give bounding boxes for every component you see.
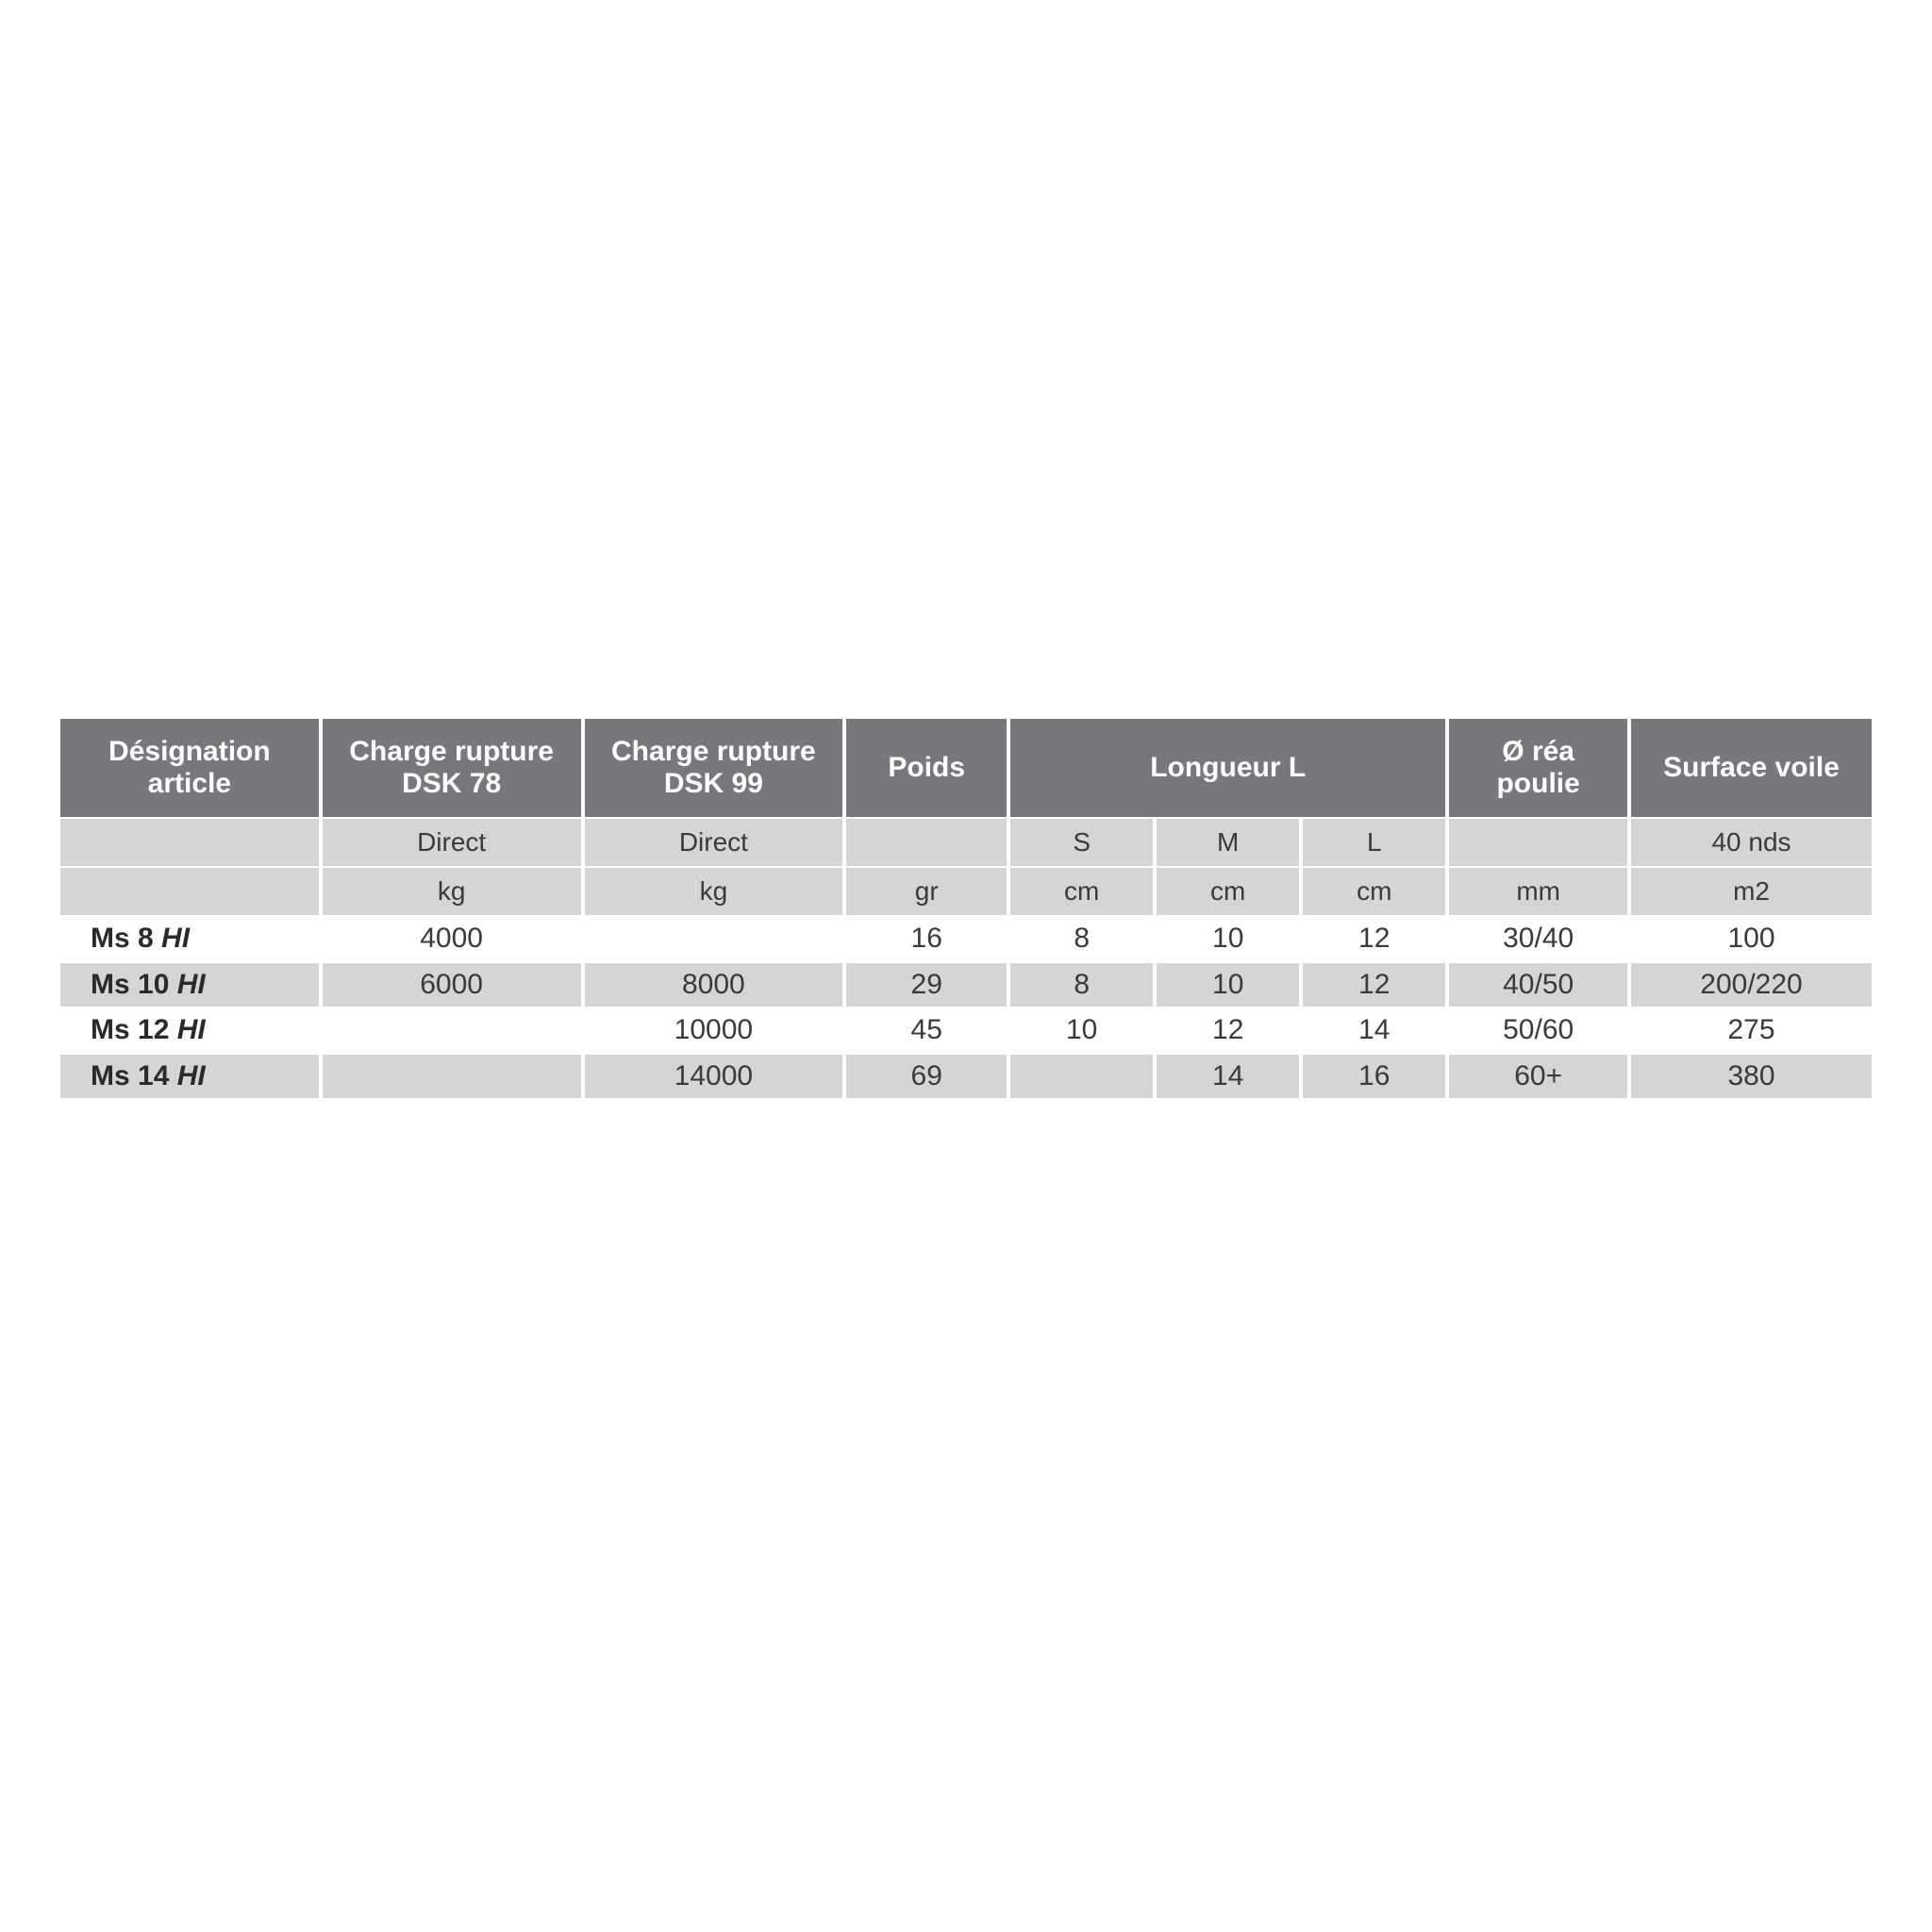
header-row: Désignation article Charge rupture DSK 7… <box>60 719 1872 817</box>
data-cell <box>585 917 843 961</box>
subheader-cell: cm <box>1303 868 1445 915</box>
data-cell: 6000 <box>323 963 581 1008</box>
spec-table: Désignation article Charge rupture DSK 7… <box>57 717 1875 1100</box>
col-rupture-99: Charge rupture DSK 99 <box>585 719 843 817</box>
subheader-cell: S <box>1010 819 1153 866</box>
data-cell: 10000 <box>585 1008 843 1053</box>
subheader-cell <box>60 868 319 915</box>
subheader-cell: kg <box>585 868 843 915</box>
subheader-cell: M <box>1157 819 1299 866</box>
data-cell: 100 <box>1631 917 1872 961</box>
data-cell <box>323 1055 581 1099</box>
subheader-cell: cm <box>1010 868 1153 915</box>
data-cell: 200/220 <box>1631 963 1872 1008</box>
data-cell: 8 <box>1010 963 1153 1008</box>
data-cell: 14 <box>1157 1055 1299 1099</box>
data-cell: 4000 <box>323 917 581 961</box>
data-cell: 29 <box>846 963 1007 1008</box>
data-cell: 10 <box>1157 917 1299 961</box>
col-longueur: Longueur L <box>1010 719 1445 817</box>
data-cell: 12 <box>1303 963 1445 1008</box>
data-cell: 16 <box>846 917 1007 961</box>
article-name: Ms 8 HI <box>60 917 319 961</box>
subheader-cell: L <box>1303 819 1445 866</box>
spec-table-container: Désignation article Charge rupture DSK 7… <box>57 717 1875 1100</box>
data-cell: 8 <box>1010 917 1153 961</box>
subheader-cell: gr <box>846 868 1007 915</box>
data-cell <box>1010 1055 1153 1099</box>
table-row: Ms 14 HI 1400069 141660+380 <box>60 1055 1872 1099</box>
col-rupture-78: Charge rupture DSK 78 <box>323 719 581 817</box>
data-cell: 40/50 <box>1449 963 1627 1008</box>
col-rea: Ø réa poulie <box>1449 719 1627 817</box>
data-cell: 16 <box>1303 1055 1445 1099</box>
table-row: Ms 10 HI60008000298101240/50200/220 <box>60 963 1872 1008</box>
subheader-cell: Direct <box>323 819 581 866</box>
data-cell: 10 <box>1010 1008 1153 1053</box>
table-row: Ms 8 HI4000 168101230/40100 <box>60 917 1872 961</box>
subheader-row-units: kgkggrcmcmcmmmm2 <box>60 868 1872 915</box>
data-cell: 30/40 <box>1449 917 1627 961</box>
data-cell <box>323 1008 581 1053</box>
data-cell: 50/60 <box>1449 1008 1627 1053</box>
data-cell: 12 <box>1303 917 1445 961</box>
data-cell: 275 <box>1631 1008 1872 1053</box>
table-body: DirectDirectSML40 ndskgkggrcmcmcmmmm2Ms … <box>60 819 1872 1098</box>
subheader-cell <box>60 819 319 866</box>
subheader-cell: Direct <box>585 819 843 866</box>
table-row: Ms 12 HI 100004510121450/60275 <box>60 1008 1872 1053</box>
col-poids: Poids <box>846 719 1007 817</box>
article-name: Ms 10 HI <box>60 963 319 1008</box>
data-cell: 45 <box>846 1008 1007 1053</box>
col-designation: Désignation article <box>60 719 319 817</box>
subheader-cell <box>846 819 1007 866</box>
col-surface: Surface voile <box>1631 719 1872 817</box>
article-name: Ms 12 HI <box>60 1008 319 1053</box>
data-cell: 8000 <box>585 963 843 1008</box>
data-cell: 12 <box>1157 1008 1299 1053</box>
article-name: Ms 14 HI <box>60 1055 319 1099</box>
subheader-cell: kg <box>323 868 581 915</box>
data-cell: 380 <box>1631 1055 1872 1099</box>
data-cell: 69 <box>846 1055 1007 1099</box>
subheader-cell: 40 nds <box>1631 819 1872 866</box>
data-cell: 10 <box>1157 963 1299 1008</box>
subheader-cell: mm <box>1449 868 1627 915</box>
data-cell: 14000 <box>585 1055 843 1099</box>
subheader-cell: m2 <box>1631 868 1872 915</box>
subheader-cell: cm <box>1157 868 1299 915</box>
data-cell: 14 <box>1303 1008 1445 1053</box>
subheader-cell <box>1449 819 1627 866</box>
subheader-row-labels: DirectDirect SML 40 nds <box>60 819 1872 866</box>
data-cell: 60+ <box>1449 1055 1627 1099</box>
